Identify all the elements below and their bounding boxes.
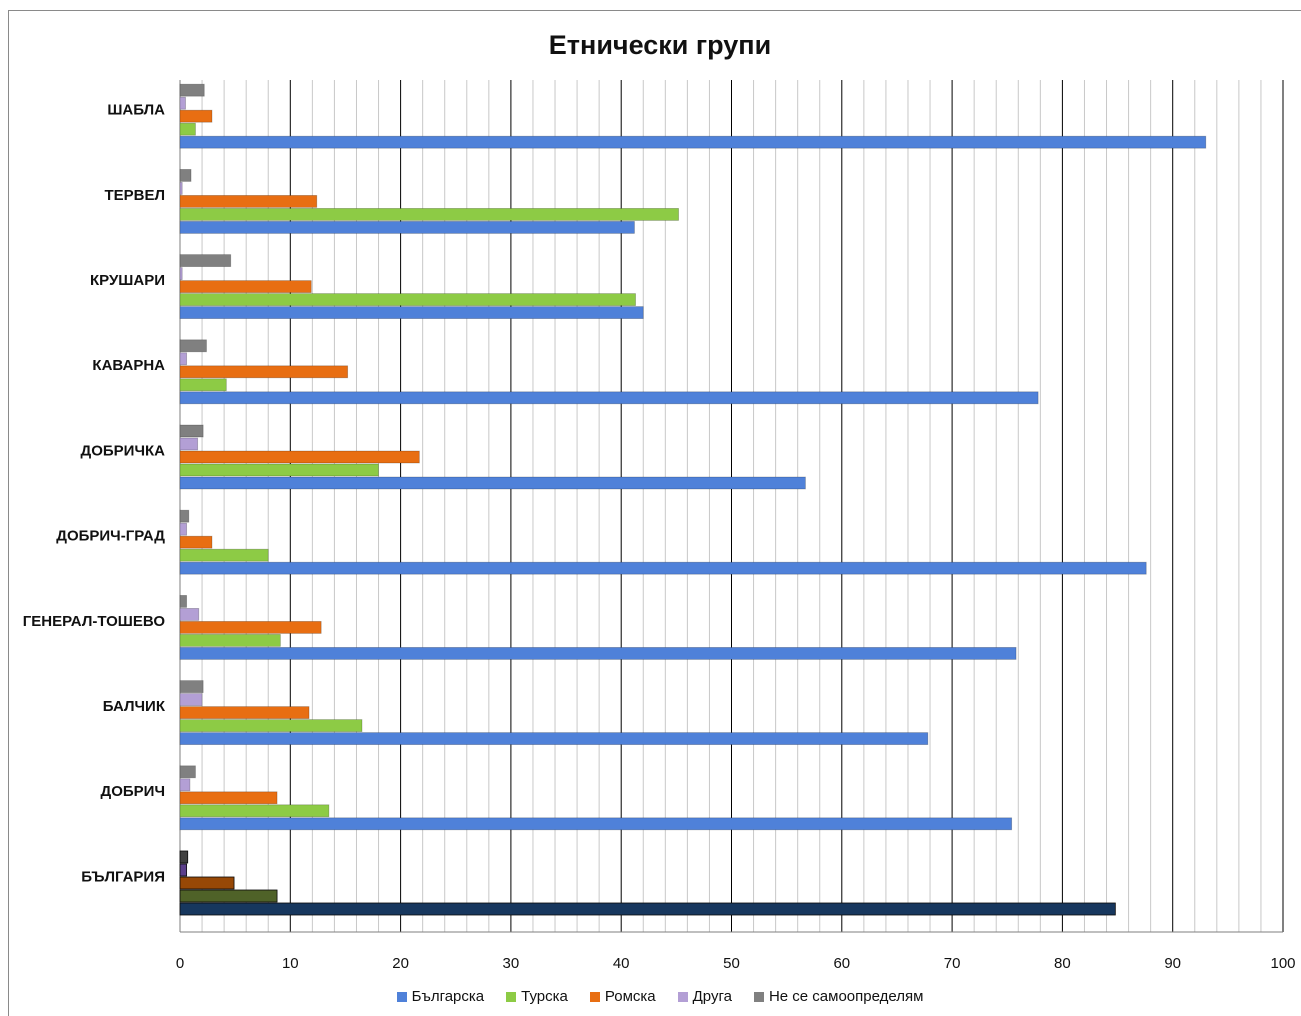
bar-Турска	[179, 804, 330, 818]
bar-Турска	[179, 207, 679, 221]
x-tick-label: 100	[1270, 955, 1295, 972]
bar-Не се самоопределям	[179, 680, 204, 693]
bar-Ромска	[179, 535, 213, 549]
x-tick-label: 80	[1054, 955, 1071, 972]
x-tick-label: 50	[723, 955, 740, 972]
bar-Друга	[179, 863, 188, 877]
bar-Българска	[179, 647, 1017, 660]
legend-item: Не се самоопределям	[753, 988, 924, 1005]
bar-Друга	[179, 352, 188, 366]
legend-swatch	[677, 991, 688, 1002]
bar-Друга	[179, 267, 183, 281]
bar-Българска	[179, 561, 1147, 575]
x-tick-label: 30	[503, 955, 520, 972]
bar-Турска	[179, 719, 363, 732]
bar-Друга	[179, 96, 186, 110]
x-tick-label: 40	[613, 955, 630, 972]
bar-Друга	[179, 778, 191, 792]
bar-Не се самоопределям	[179, 595, 188, 608]
category-label: ДОБРИЧ-ГРАД	[56, 528, 165, 545]
category-label: ТЕРВЕЛ	[104, 187, 165, 204]
bar-Не се самоопределям	[179, 168, 192, 182]
legend-item: Ромска	[589, 988, 656, 1005]
bar-Турска	[179, 463, 379, 477]
bar-Не се самоопределям	[179, 339, 207, 353]
bar-Турска	[179, 293, 636, 307]
bar-Не се самоопределям	[179, 509, 190, 523]
category-label: ДОБРИЧКА	[81, 442, 166, 459]
bar-Ромска	[179, 706, 310, 719]
bar-Турска	[179, 378, 227, 392]
legend: Българска Турска Ромска Друга Не се самоопре…	[0, 988, 1301, 1005]
x-tick-label: 0	[176, 955, 184, 972]
category-label: БЪЛГАРИЯ	[81, 868, 165, 885]
bar-Турска	[179, 889, 278, 903]
bar-Друга	[179, 437, 199, 451]
x-tick-label: 70	[944, 955, 961, 972]
legend-label: Не се самоопределям	[768, 988, 924, 1005]
category-label: БАЛЧИК	[103, 698, 166, 715]
bar-Ромска	[179, 876, 235, 890]
category-label: ГЕНЕРАЛ-ТОШЕВО	[23, 613, 166, 630]
bar-Ромска	[179, 194, 318, 208]
bar-Не се самоопределям	[179, 850, 189, 864]
bar-Ромска	[179, 450, 420, 464]
bar-Българска	[179, 732, 929, 745]
bar-Турска	[179, 122, 196, 136]
bar-Българска	[179, 135, 1207, 149]
bar-Друга	[179, 693, 203, 706]
legend-label: Турска	[521, 988, 568, 1005]
bar-Турска	[179, 548, 269, 562]
bar-Ромска	[179, 280, 312, 294]
bar-Турска	[179, 634, 281, 647]
chart-frame	[8, 10, 1301, 1016]
legend-label: Българска	[411, 988, 485, 1005]
bar-Ромска	[179, 621, 322, 634]
legend-item: Друга	[677, 988, 732, 1005]
x-tick-label: 20	[392, 955, 409, 972]
bar-Не се самоопределям	[179, 254, 232, 268]
bar-Ромска	[179, 791, 278, 805]
bar-Българска	[179, 306, 644, 320]
category-label: ШАБЛА	[107, 102, 165, 119]
legend-swatch	[396, 991, 407, 1002]
bar-Друга	[179, 522, 188, 536]
x-tick-label: 10	[282, 955, 299, 972]
bar-Не се самоопределям	[179, 424, 204, 438]
bar-Българска	[179, 476, 806, 490]
legend-label: Друга	[692, 988, 732, 1005]
bar-Друга	[179, 181, 183, 195]
bar-Българска	[179, 391, 1039, 405]
legend-swatch	[589, 991, 600, 1002]
chart-title: Етнически групи	[548, 30, 772, 60]
legend-item: Българска	[396, 988, 485, 1005]
x-tick-label: 90	[1164, 955, 1181, 972]
bar-Не се самоопределям	[179, 765, 196, 779]
bar-Друга	[179, 608, 200, 621]
bar-Българска	[179, 902, 1116, 916]
bar-Ромска	[179, 365, 349, 379]
legend-swatch	[753, 991, 764, 1002]
bar-Не се самоопределям	[179, 83, 205, 97]
legend-label: Ромска	[604, 988, 656, 1005]
legend-swatch	[506, 991, 517, 1002]
bar-Българска	[179, 817, 1013, 831]
category-label: КРУШАРИ	[90, 272, 165, 289]
category-label: ДОБРИЧ	[101, 783, 165, 800]
x-tick-label: 60	[833, 955, 850, 972]
legend-item: Турска	[506, 988, 568, 1005]
category-label: КАВАРНА	[92, 357, 165, 374]
bar-Българска	[179, 220, 635, 234]
bar-Ромска	[179, 109, 213, 123]
